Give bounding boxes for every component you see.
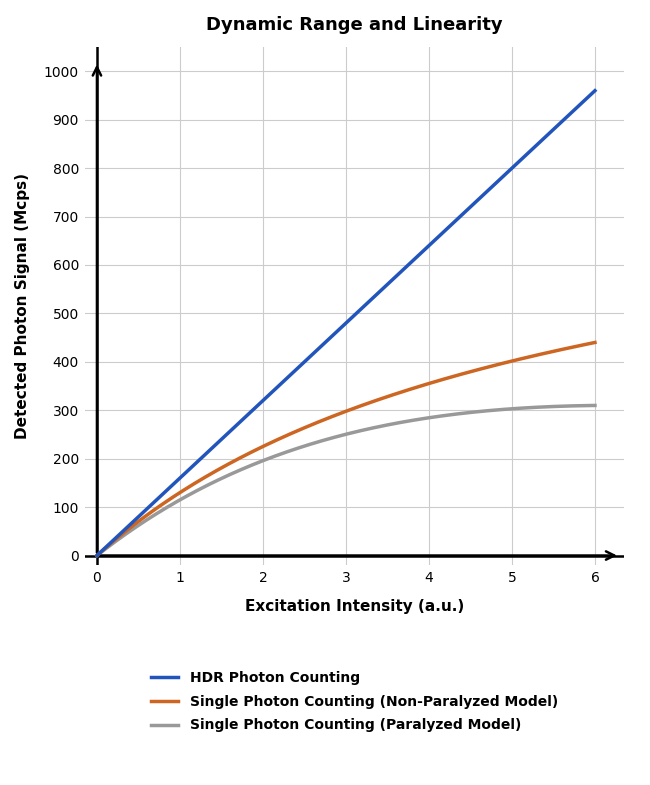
Y-axis label: Detected Photon Signal (Mcps): Detected Photon Signal (Mcps)	[15, 173, 30, 439]
X-axis label: Excitation Intensity (a.u.): Excitation Intensity (a.u.)	[244, 599, 464, 614]
Title: Dynamic Range and Linearity: Dynamic Range and Linearity	[206, 16, 502, 35]
Legend: HDR Photon Counting, Single Photon Counting (Non-Paralyzed Model), Single Photon: HDR Photon Counting, Single Photon Count…	[145, 666, 564, 738]
